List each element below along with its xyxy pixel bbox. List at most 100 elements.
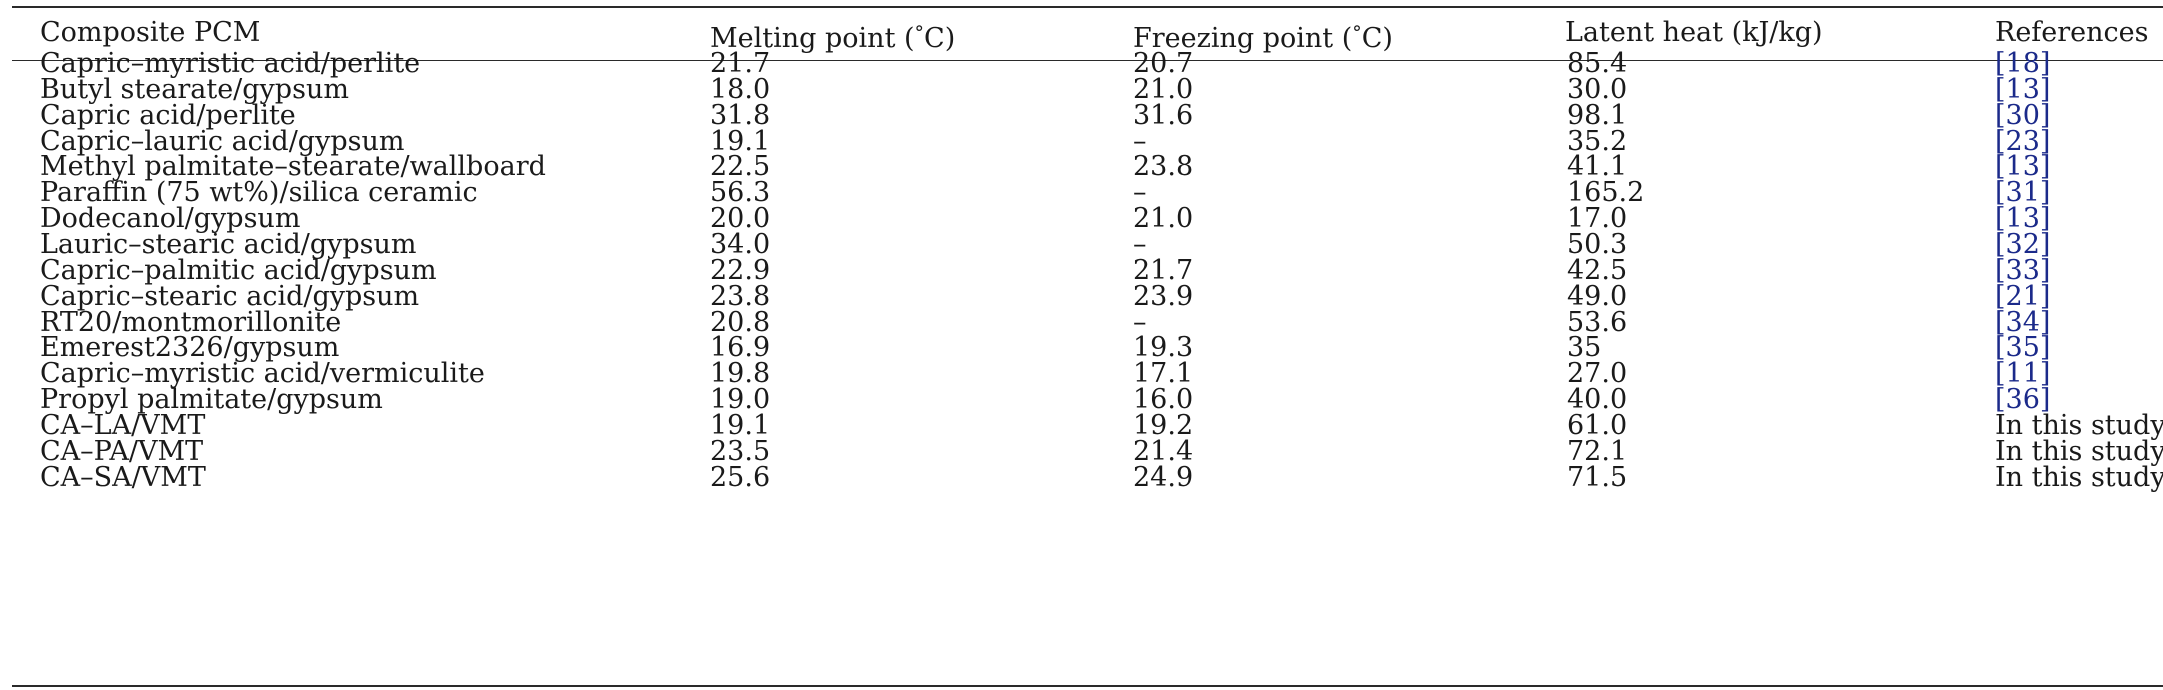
cell-melting-point: 31.8 <box>710 99 771 131</box>
cell-composite-pcm: Methyl palmitate–stearate/wallboard <box>40 151 546 183</box>
table-row: Capric–palmitic acid/gypsum 22.9 21.7 42.5 [… <box>0 253 2163 289</box>
reference-link[interactable]: [33] <box>1995 254 2051 286</box>
cell-composite-pcm: Dodecanol/gypsum <box>40 203 301 235</box>
reference-text: In this study <box>1995 461 2163 493</box>
cell-freezing-point: – <box>1133 125 1147 157</box>
reference-link[interactable]: [13] <box>1995 203 2051 235</box>
cell-composite-pcm: Propyl palmitate/gypsum <box>40 384 383 416</box>
cell-melting-point: 21.7 <box>710 48 771 79</box>
table-row: Capric acid/perlite 31.8 31.6 98.1 [30] <box>0 98 2163 134</box>
cell-latent-heat: 53.6 <box>1567 306 1628 338</box>
table-row: Propyl palmitate/gypsum 19.0 16.0 40.0 [36] <box>0 382 2163 418</box>
cell-melting-point: 23.5 <box>710 435 771 467</box>
cell-melting-point: 22.5 <box>710 151 771 183</box>
reference-link[interactable]: [32] <box>1995 228 2051 260</box>
cell-melting-point: 16.9 <box>710 332 771 364</box>
reference-link[interactable]: [31] <box>1995 177 2051 209</box>
header-freezing-point: Freezing point (°C) <box>1133 22 1393 54</box>
cell-melting-point: 22.9 <box>710 254 771 286</box>
cell-composite-pcm: Butyl stearate/gypsum <box>40 73 349 105</box>
reference-link[interactable]: [13] <box>1995 151 2051 183</box>
cell-composite-pcm: Capric–myristic acid/perlite <box>40 48 421 79</box>
reference-text: In this study <box>1995 409 2163 441</box>
cell-melting-point: 25.6 <box>710 461 771 493</box>
cell-freezing-point: – <box>1133 306 1147 338</box>
cell-latent-heat: 17.0 <box>1567 203 1628 235</box>
table-row: Dodecanol/gypsum 20.0 21.0 17.0 [13] <box>0 201 2163 237</box>
cell-latent-heat: 61.0 <box>1567 409 1628 441</box>
cell-composite-pcm: Emerest2326/gypsum <box>40 332 340 364</box>
table-row: Emerest2326/gypsum 16.9 19.3 35 [35] <box>0 330 2163 366</box>
header-references: References <box>1995 17 2149 48</box>
table-row: CA–PA/VMT 23.5 21.4 72.1 In this study <box>0 434 2163 470</box>
header-latent-heat: Latent heat (kJ/kg) <box>1565 17 1823 48</box>
table-row: CA–SA/VMT 25.6 24.9 71.5 In this study <box>0 460 2163 496</box>
cell-freezing-point: 21.0 <box>1133 203 1194 235</box>
reference-link[interactable]: [13] <box>1995 73 2051 105</box>
table-row: Capric–myristic acid/perlite 21.7 20.7 85.4… <box>0 46 2163 82</box>
cell-composite-pcm: Capric acid/perlite <box>40 99 296 131</box>
reference-link[interactable]: [21] <box>1995 280 2051 312</box>
reference-link[interactable]: [36] <box>1995 384 2051 416</box>
cell-melting-point: 20.8 <box>710 306 771 338</box>
cell-latent-heat: 30.0 <box>1567 73 1628 105</box>
cell-freezing-point: 24.9 <box>1133 461 1194 493</box>
header-composite-pcm: Composite PCM <box>40 17 261 48</box>
reference-link[interactable]: [30] <box>1995 99 2051 131</box>
cell-freezing-point: 20.7 <box>1133 48 1194 79</box>
cell-melting-point: 18.0 <box>710 73 771 105</box>
table-top-rule <box>12 6 2163 8</box>
table-header-row: Composite PCM Melting point (°C) Freezin… <box>0 15 2163 54</box>
reference-text: In this study <box>1995 435 2163 467</box>
cell-freezing-point: – <box>1133 228 1147 260</box>
cell-freezing-point: 21.4 <box>1133 435 1194 467</box>
cell-latent-heat: 41.1 <box>1567 151 1628 183</box>
table-row: CA–LA/VMT 19.1 19.2 61.0 In this study <box>0 408 2163 444</box>
cell-melting-point: 19.0 <box>710 384 771 416</box>
cell-freezing-point: 19.3 <box>1133 332 1194 364</box>
cell-melting-point: 19.1 <box>710 409 771 441</box>
table-row: Lauric–stearic acid/gypsum 34.0 – 50.3 [32] <box>0 227 2163 263</box>
cell-composite-pcm: Capric–palmitic acid/gypsum <box>40 254 437 286</box>
cell-latent-heat: 42.5 <box>1567 254 1628 286</box>
cell-composite-pcm: CA–PA/VMT <box>40 435 204 467</box>
cell-composite-pcm: CA–SA/VMT <box>40 461 206 493</box>
reference-link[interactable]: [18] <box>1995 48 2051 79</box>
cell-freezing-point: 31.6 <box>1133 99 1194 131</box>
cell-melting-point: 56.3 <box>710 177 771 209</box>
cell-freezing-point: 21.7 <box>1133 254 1194 286</box>
cell-melting-point: 19.8 <box>710 358 771 390</box>
reference-link[interactable]: [34] <box>1995 306 2051 338</box>
cell-latent-heat: 71.5 <box>1567 461 1628 493</box>
table-row: RT20/montmorillonite 20.8 – 53.6 [34] <box>0 305 2163 341</box>
cell-latent-heat: 72.1 <box>1567 435 1628 467</box>
header-melting-point: Melting point (°C) <box>710 22 956 54</box>
table-bottom-rule <box>12 685 2163 687</box>
cell-freezing-point: 23.9 <box>1133 280 1194 312</box>
table-row: Butyl stearate/gypsum 18.0 21.0 30.0 [13] <box>0 72 2163 108</box>
cell-composite-pcm: CA–LA/VMT <box>40 409 206 441</box>
table-row: Capric–myristic acid/vermiculite 19.8 17.1… <box>0 356 2163 392</box>
reference-link[interactable]: [23] <box>1995 125 2051 157</box>
cell-composite-pcm: Lauric–stearic acid/gypsum <box>40 228 417 260</box>
reference-link[interactable]: [35] <box>1995 332 2051 364</box>
cell-latent-heat: 165.2 <box>1567 177 1645 209</box>
cell-composite-pcm: RT20/montmorillonite <box>40 306 342 338</box>
cell-composite-pcm: Paraffin (75 wt%)/silica ceramic <box>40 177 478 209</box>
cell-freezing-point: – <box>1133 177 1147 209</box>
cell-latent-heat: 40.0 <box>1567 384 1628 416</box>
cell-latent-heat: 27.0 <box>1567 358 1628 390</box>
cell-melting-point: 23.8 <box>710 280 771 312</box>
table-row: Capric–stearic acid/gypsum 23.8 23.9 49.0 [2… <box>0 279 2163 315</box>
cell-latent-heat: 49.0 <box>1567 280 1628 312</box>
cell-composite-pcm: Capric–myristic acid/vermiculite <box>40 358 485 390</box>
cell-freezing-point: 23.8 <box>1133 151 1194 183</box>
table-row: Paraffin (75 wt%)/silica ceramic 56.3 – 165… <box>0 175 2163 211</box>
table-header-rule <box>12 60 2163 61</box>
cell-latent-heat: 35.2 <box>1567 125 1628 157</box>
cell-freezing-point: 16.0 <box>1133 384 1194 416</box>
cell-latent-heat: 50.3 <box>1567 228 1628 260</box>
reference-link[interactable]: [11] <box>1995 358 2051 390</box>
cell-melting-point: 20.0 <box>710 203 771 235</box>
